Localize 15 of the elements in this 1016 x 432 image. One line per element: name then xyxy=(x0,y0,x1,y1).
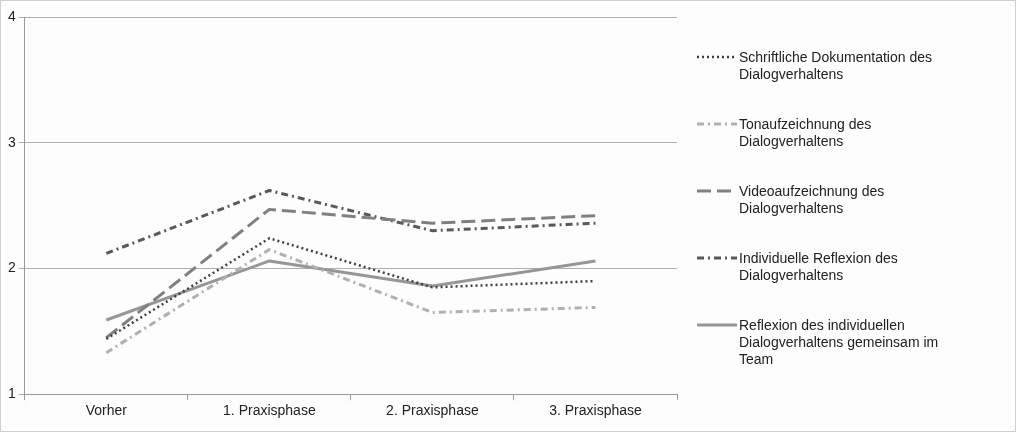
x-tick-label: 2. Praxisphase xyxy=(386,402,479,419)
y-tick-label: 4 xyxy=(7,7,16,24)
line-series xyxy=(104,207,597,340)
y-tick-label: 3 xyxy=(7,133,16,150)
legend-label: Individuelle Reflexion des Dialogverhaltens xyxy=(739,250,899,284)
x-tick-label: Vorher xyxy=(85,402,128,419)
legend-label: Schriftliche Dokumentation des Dialogverhaltens xyxy=(739,49,933,83)
x-tick-label: 1. Praxisphase xyxy=(223,402,316,419)
legend-label: Videoaufzeichnung des Dialogverhaltens xyxy=(739,183,886,217)
y-tick-label: 2 xyxy=(7,259,16,276)
line-series xyxy=(104,189,597,255)
legend-label: Tonaufzeichnung des Dialogverhaltens xyxy=(739,116,873,150)
legend-label: Reflexion des individuellen Dialogverhaltens gemeinsam im Team xyxy=(739,317,940,368)
y-tick-label: 1 xyxy=(7,385,16,402)
x-tick-label: 3. Praxisphase xyxy=(549,402,642,419)
